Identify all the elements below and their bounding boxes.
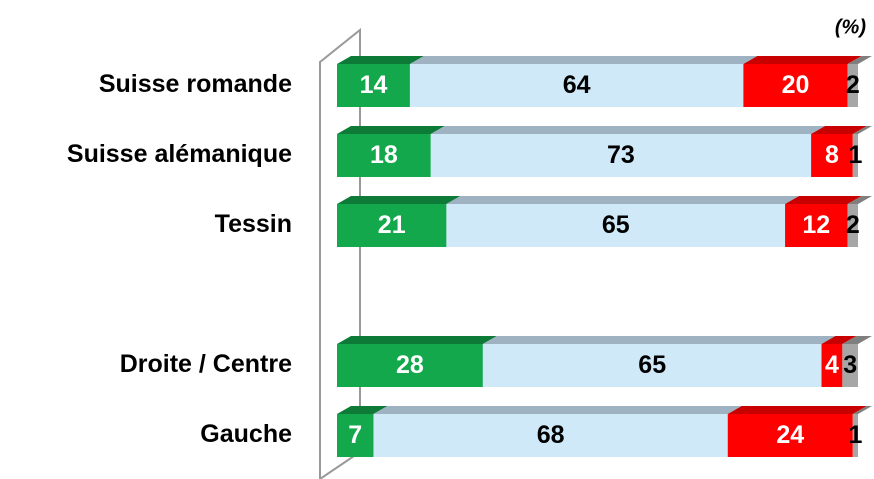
bar-top xyxy=(727,406,867,414)
bar-segment xyxy=(743,64,848,107)
value-label: 68 xyxy=(537,421,565,449)
category-label: Gauche xyxy=(200,420,292,448)
value-label: 64 xyxy=(563,71,591,99)
value-label: 18 xyxy=(370,141,398,169)
value-label: 1 xyxy=(848,421,862,449)
bar-top xyxy=(847,196,872,204)
bar-segment xyxy=(373,414,728,457)
bar-segment xyxy=(821,344,843,387)
bar-top xyxy=(811,126,867,134)
value-label: 65 xyxy=(602,211,630,239)
value-label: 28 xyxy=(396,351,424,379)
value-label: 1 xyxy=(848,141,862,169)
bar-segment xyxy=(811,134,853,177)
value-label: 24 xyxy=(776,421,804,449)
bar-top xyxy=(446,196,800,204)
bar-segment xyxy=(727,414,853,457)
bar-top xyxy=(337,336,497,344)
value-label: 65 xyxy=(638,351,666,379)
bar-segment xyxy=(852,414,858,457)
bar-segment xyxy=(430,134,812,177)
bar-top xyxy=(337,56,424,64)
bar-top xyxy=(337,406,388,414)
bar-segment xyxy=(852,134,858,177)
value-label: 8 xyxy=(825,141,839,169)
category-label: Suisse alémanique xyxy=(67,140,292,168)
bar-segment xyxy=(842,344,858,387)
unit-annotation: (%) xyxy=(835,16,866,38)
value-label: 7 xyxy=(348,421,362,449)
bar-segment xyxy=(337,204,447,247)
bar-top xyxy=(852,126,872,134)
value-label: 2 xyxy=(846,71,860,99)
value-label: 73 xyxy=(607,141,635,169)
bar-top xyxy=(337,196,461,204)
bar-segment xyxy=(785,204,848,247)
bar-segment xyxy=(337,414,374,457)
bar-segment xyxy=(847,204,858,247)
bar-top xyxy=(743,56,862,64)
value-label: 4 xyxy=(825,351,839,379)
category-label: Tessin xyxy=(215,210,292,238)
bar-segment xyxy=(337,64,410,107)
bar-segment xyxy=(847,64,858,107)
bar-segment xyxy=(446,204,786,247)
bar-segment xyxy=(482,344,822,387)
value-label: 20 xyxy=(782,71,810,99)
value-label: 21 xyxy=(378,211,406,239)
bar-segment xyxy=(337,344,483,387)
bar-top xyxy=(482,336,836,344)
bar-top xyxy=(409,56,758,64)
value-label: 2 xyxy=(846,211,860,239)
value-label: 12 xyxy=(802,211,830,239)
bar-top xyxy=(842,336,872,344)
bar-top xyxy=(373,406,742,414)
bar-segment xyxy=(409,64,744,107)
bar-top xyxy=(852,406,872,414)
category-label: Suisse romande xyxy=(99,70,292,98)
value-label: 14 xyxy=(360,71,388,99)
bar-top xyxy=(821,336,857,344)
bar-segment xyxy=(337,134,431,177)
bar-top xyxy=(847,56,872,64)
value-label: 3 xyxy=(843,351,857,379)
bar-top xyxy=(337,126,445,134)
bar-top xyxy=(785,196,862,204)
bar-top xyxy=(430,126,826,134)
category-label: Droite / Centre xyxy=(120,350,292,378)
